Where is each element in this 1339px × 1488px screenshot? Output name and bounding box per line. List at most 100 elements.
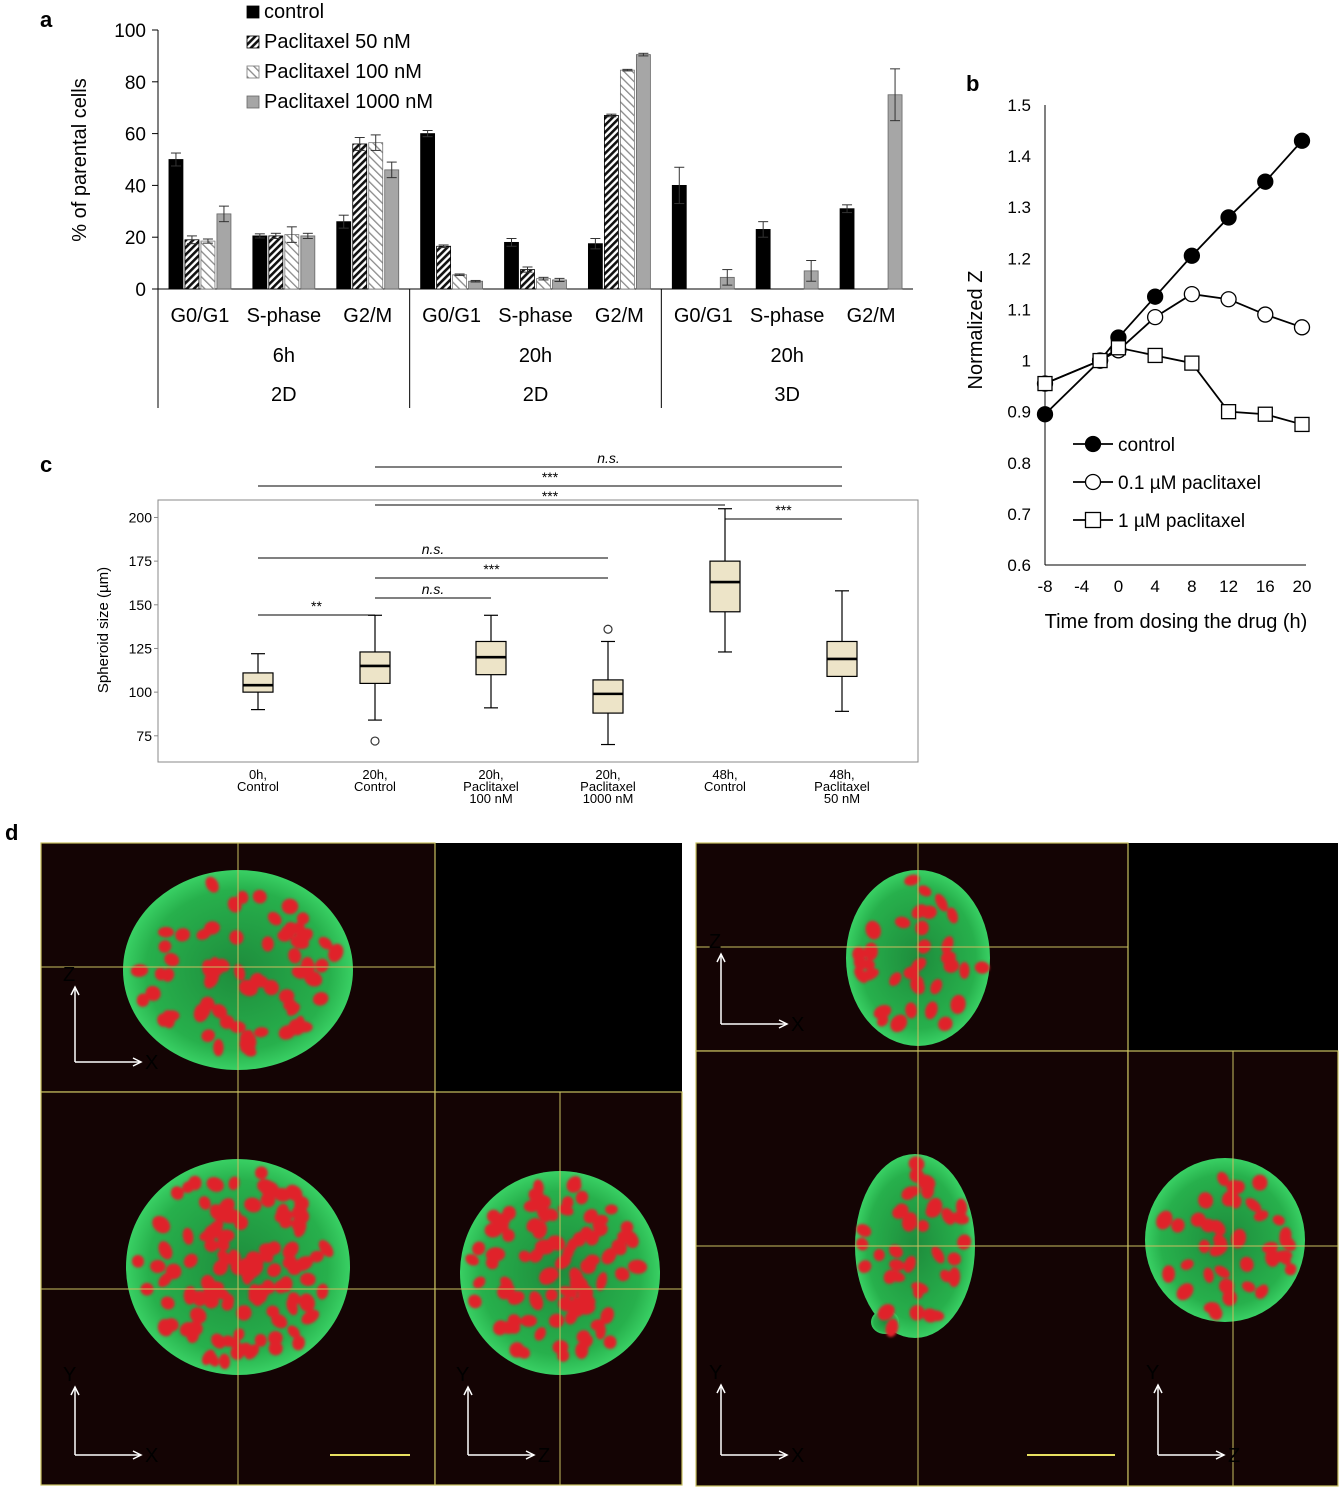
significance-label: *** (542, 488, 559, 504)
category-label: G2/M (595, 305, 644, 327)
bar (635, 54, 651, 290)
nucleus (908, 1156, 925, 1172)
nucleus (1217, 1171, 1229, 1187)
nucleus (543, 1270, 557, 1283)
box (242, 672, 274, 693)
bar (368, 142, 384, 290)
nucleus (572, 1231, 587, 1247)
nucleus (285, 1184, 303, 1202)
category-label: 50 nM (824, 791, 860, 806)
nucleus (858, 1260, 872, 1274)
bar (336, 221, 352, 290)
significance-label: n.s. (422, 581, 445, 597)
nucleus (523, 1199, 542, 1213)
yz-axes: YZ (1146, 1362, 1240, 1467)
data-point (1293, 132, 1311, 149)
legend-swatch (246, 5, 260, 19)
axis-label: Y (1146, 1362, 1159, 1384)
y-tick-label: 0 (135, 280, 146, 301)
nucleus (186, 1327, 199, 1344)
nucleus (282, 1255, 297, 1269)
group-culture-label: 2D (271, 384, 297, 406)
nucleus (485, 1256, 499, 1270)
bar (352, 143, 368, 290)
nucleus (576, 1330, 591, 1344)
data-point (1220, 209, 1237, 226)
nucleus (316, 1283, 329, 1300)
nucleus (183, 1253, 198, 1268)
nucleus (873, 1004, 892, 1019)
nucleus (253, 1027, 269, 1038)
group-time-label: 6h (273, 345, 295, 367)
nucleus (575, 1190, 589, 1205)
category-label: Control (237, 779, 279, 794)
y-tick-label: 75 (136, 728, 152, 744)
nucleus (268, 1341, 283, 1356)
nucleus (1203, 1302, 1220, 1314)
data-point (1110, 340, 1127, 356)
nucleus (287, 1325, 301, 1339)
data-point (1146, 288, 1164, 305)
legend-swatch (246, 65, 260, 79)
y-tick-label: 100 (129, 684, 153, 700)
nucleus (883, 1269, 897, 1284)
nucleus (592, 1221, 607, 1234)
y-tick-label: 1.3 (1007, 198, 1031, 217)
category-label: 100 nM (469, 791, 512, 806)
category-label: Control (704, 779, 746, 794)
bar (384, 169, 400, 290)
arrow-head (463, 1385, 473, 1396)
significance-label: n.s. (422, 541, 445, 557)
nuclei-signal (130, 876, 344, 1057)
data-point (1293, 319, 1311, 336)
nucleus (1257, 1284, 1269, 1298)
nucleus (201, 1274, 216, 1292)
nucleus (1198, 1192, 1214, 1209)
bar (436, 245, 452, 290)
nucleus (585, 1230, 600, 1246)
nucleus (1171, 1218, 1185, 1233)
nucleus (204, 1238, 219, 1252)
nucleus (205, 1350, 219, 1367)
nucleus (526, 1218, 542, 1233)
nucleus (507, 1314, 522, 1328)
nucleus (1214, 1265, 1230, 1278)
nuclei-signal (465, 1176, 648, 1362)
nucleus (472, 1241, 486, 1256)
nucleus (1209, 1241, 1228, 1257)
nucleus (263, 979, 279, 996)
axis-label: Y (63, 1364, 76, 1386)
nucleus (941, 936, 954, 954)
nucleus (600, 1307, 615, 1324)
group-culture-label: 2D (523, 384, 549, 406)
data-point (1092, 352, 1108, 369)
nucleus (145, 985, 161, 1001)
arrow-head (70, 1385, 80, 1396)
panel-label-b: b (966, 71, 979, 96)
nucleus (228, 1176, 240, 1191)
xy-axes: YX (709, 1362, 804, 1467)
panel-a-bar-chart: 0 20 40 60 80 100 % of parental cells 6h 2D G0/G1… (69, 1, 913, 408)
nucleus (947, 1252, 962, 1266)
bar (603, 115, 619, 290)
nucleus (520, 1314, 538, 1327)
nucleus (915, 920, 929, 936)
nucleus (465, 1254, 479, 1266)
bar (268, 235, 284, 290)
nucleus (930, 979, 943, 995)
nucleus (288, 947, 302, 964)
legend-entry: 1 µM paclitaxel (1118, 511, 1245, 532)
nucleus (207, 1219, 224, 1238)
axis-label: X (791, 1014, 804, 1036)
nucleus (1156, 1210, 1173, 1230)
nucleus (281, 898, 299, 915)
box (709, 560, 741, 613)
nucleus (889, 972, 902, 987)
nucleus (974, 961, 990, 974)
bar (587, 243, 603, 290)
significance-label: *** (775, 502, 792, 518)
nucleus (856, 1237, 869, 1251)
y-tick-label: 20 (125, 228, 146, 249)
empty-corner (435, 843, 682, 1092)
